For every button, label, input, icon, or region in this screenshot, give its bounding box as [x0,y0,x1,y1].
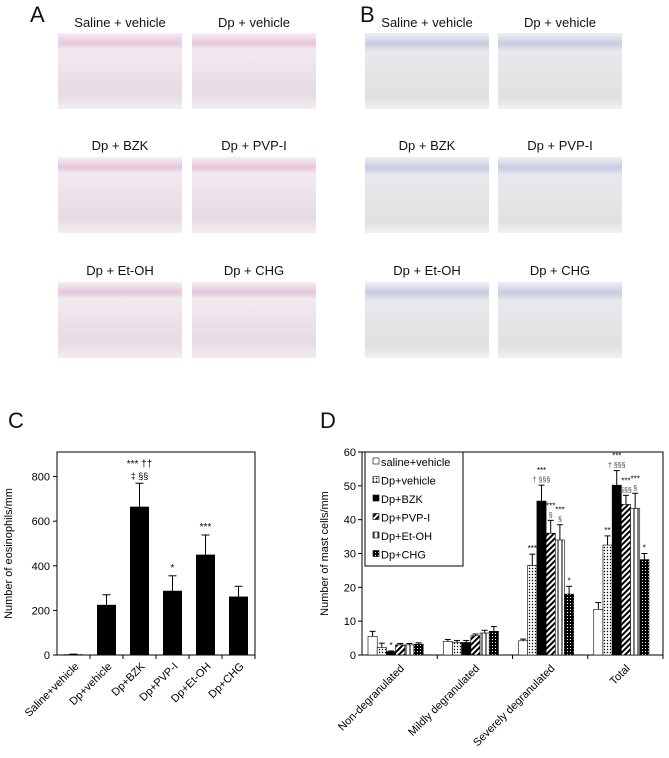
x-tick-label: Saline+vehicle [23,661,82,720]
significance-label: * [171,563,175,574]
histology-image [365,33,489,109]
histology-title: Dp + CHG [223,263,285,278]
histology-title: Dp + vehicle [218,15,290,30]
histology-image [365,282,489,358]
panel-label-c: C [8,408,24,433]
panel-label-a: A [30,2,45,27]
histology-image [58,157,182,233]
histology-title: Dp + vehicle [524,15,596,30]
significance-label: *** †† [127,459,153,470]
histology-image [192,282,316,358]
significance-label: ‡ §§ [131,471,149,481]
y-tick-label: 600 [32,516,50,528]
histology-title: Dp + Et-OH [86,263,154,278]
bar [163,590,182,655]
histology-title: Dp + CHG [529,263,591,278]
histology-image [498,33,622,109]
histology-title: Dp + BZK [91,138,149,153]
y-tick-label: 400 [32,561,50,573]
histology-image [192,157,316,233]
plot-frame [56,451,256,656]
y-tick-label: 0 [44,650,50,662]
bar [97,604,116,655]
bar [196,554,215,655]
x-tick-label: Dp+CHG [206,661,246,701]
histology-title: Dp + PVP-I [221,138,287,153]
y-tick-label: 200 [32,605,50,617]
histology-title: Dp + Et-OH [393,263,461,278]
histology-title: Dp + BZK [398,138,456,153]
histology-image [498,282,622,358]
panel-label-b: B [360,2,375,27]
bar [229,596,248,655]
panel-label-d: D [320,408,336,433]
y-tick-label: 800 [32,472,50,484]
histology-title: Dp + PVP-I [527,138,593,153]
bar [130,506,149,655]
histology-image [365,157,489,233]
histology-image [58,33,182,109]
histology-title: Saline + vehicle [74,15,166,30]
histology-title: Saline + vehicle [381,15,473,30]
histology-image [498,157,622,233]
bar [64,654,83,655]
significance-label: *** [200,522,212,533]
y-axis-label: Number of eosinophils/mm [3,488,15,619]
histology-image [58,282,182,358]
histology-image [192,33,316,109]
